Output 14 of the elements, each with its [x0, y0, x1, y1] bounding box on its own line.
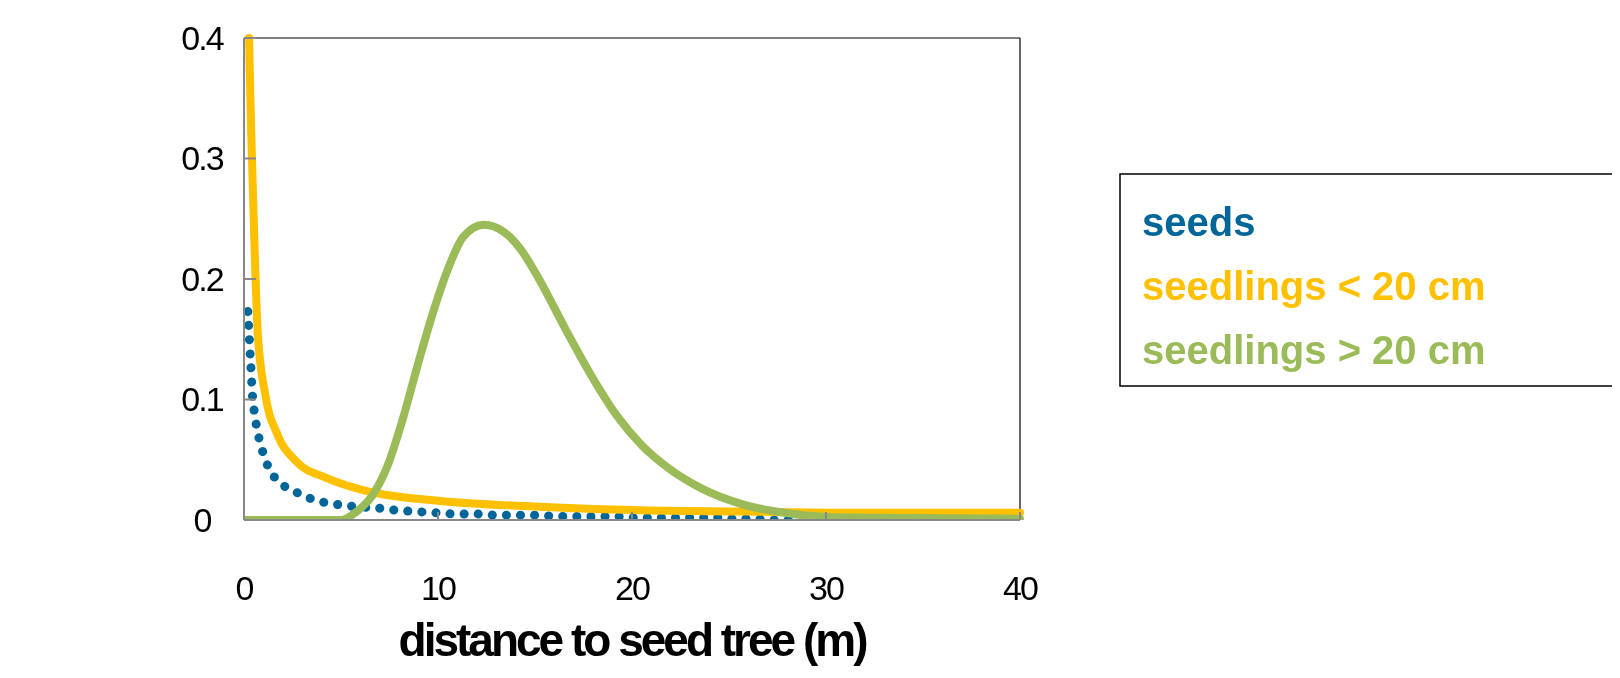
x-tick-label: 10 [421, 569, 456, 607]
x-tick-label: 20 [615, 569, 650, 607]
y-tick-label: 0.2 [181, 259, 224, 298]
text: seedlings < 20 cm [1142, 264, 1486, 308]
y-tick-label: 0.1 [181, 380, 224, 419]
y-tick-label: 0 [193, 500, 212, 539]
x-axis-title: distance to seed tree (m) [398, 614, 868, 666]
text: seedlings > 20 cm [1142, 328, 1486, 372]
y-tick-label: 0.4 [181, 18, 224, 57]
x-tick-label: 30 [809, 569, 844, 607]
y-tick-label: 0.3 [181, 139, 224, 178]
x-tick-label: 40 [1003, 569, 1038, 607]
text: seeds [1142, 200, 1256, 244]
x-tick-label: 0 [235, 569, 254, 607]
